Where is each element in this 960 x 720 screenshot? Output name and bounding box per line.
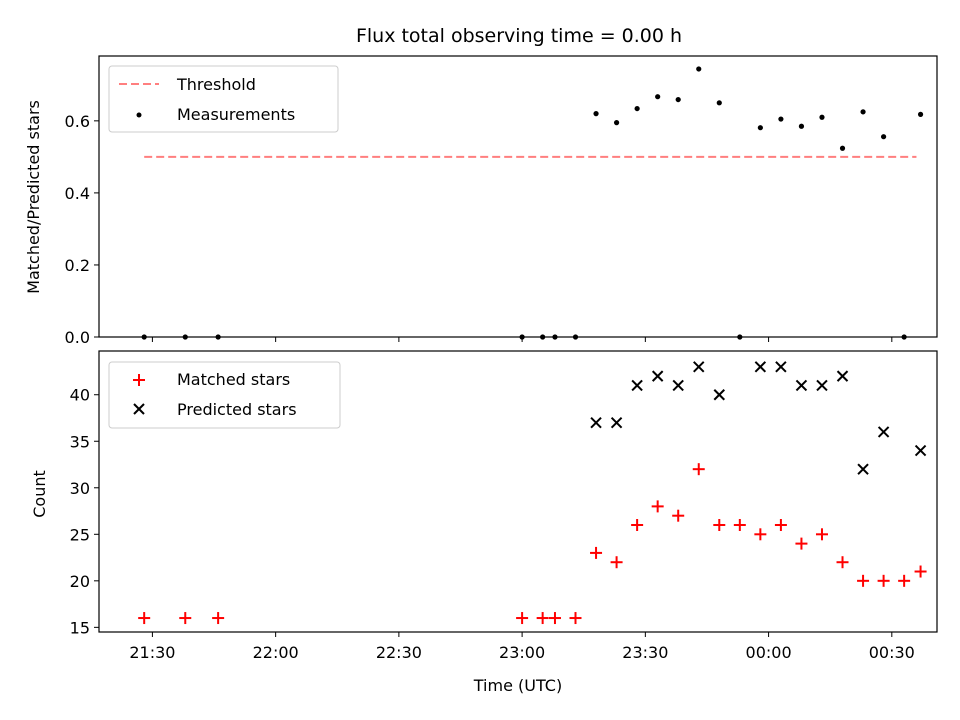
matched-star-point <box>651 500 664 513</box>
measurement-point <box>880 134 887 140</box>
measurement-point <box>634 105 640 112</box>
matched-star-point <box>795 537 808 550</box>
x-tick-label: 22:30 <box>376 643 422 662</box>
predicted-star-point <box>816 379 828 392</box>
top-axes-frame <box>98 55 938 338</box>
matched-star-point <box>713 518 726 531</box>
predicted-star-point <box>836 370 849 382</box>
matched-star-point <box>590 546 603 559</box>
x-tick-label: 21:30 <box>129 643 175 662</box>
predicted-star-point <box>857 463 869 475</box>
matched-star-point <box>569 612 582 625</box>
y-tick-label: 25 <box>70 525 90 544</box>
legend-measurement-marker <box>136 112 142 118</box>
bottom-plot-data <box>138 361 927 625</box>
matched-star-point <box>815 528 828 541</box>
bottom-legend: Matched stars Predicted stars <box>108 361 341 429</box>
matched-star-point <box>672 509 685 522</box>
predicted-star-point <box>631 379 643 392</box>
matched-star-point <box>754 528 767 541</box>
measurement-point <box>593 111 599 117</box>
top-y-axis-label: Matched/Predicted stars <box>24 100 43 294</box>
predicted-star-point <box>775 361 787 373</box>
y-tick-label: 0.4 <box>65 184 90 203</box>
predicted-star-point <box>754 361 767 373</box>
matched-star-point <box>692 463 705 476</box>
top-panel: 0.0 0.2 0.4 0.6 Matched/Predicted stars Thr… <box>24 55 938 347</box>
measurement-point <box>716 100 722 106</box>
measurement-point <box>778 116 784 122</box>
bottom-x-ticks: 21:30 22:00 22:30 23:00 23:30 00:00 00:30 <box>129 632 915 662</box>
measurement-point <box>757 125 763 131</box>
predicted-star-point <box>590 416 602 429</box>
matched-star-point <box>733 518 746 531</box>
y-tick-label: 0.0 <box>65 328 90 347</box>
measurement-point <box>675 96 681 103</box>
bottom-y-axis-label: Count <box>30 470 49 518</box>
bottom-y-ticks: 15 20 25 30 35 40 <box>70 386 99 637</box>
measurement-point <box>860 109 866 115</box>
predicted-star-point <box>672 379 684 392</box>
bottom-legend-box <box>108 361 341 429</box>
top-legend: Threshold Measurements <box>108 65 339 133</box>
matched-star-point <box>212 612 225 625</box>
measurement-point <box>655 94 661 100</box>
matched-star-point <box>774 518 787 531</box>
measurement-point <box>917 111 924 117</box>
y-tick-label: 0.6 <box>65 112 90 131</box>
y-tick-label: 40 <box>70 386 90 405</box>
matched-star-point <box>857 574 870 587</box>
y-tick-label: 20 <box>70 572 90 591</box>
matched-star-point <box>536 612 549 625</box>
y-tick-label: 0.2 <box>65 256 90 275</box>
predicted-star-point <box>914 444 927 457</box>
predicted-star-point <box>693 361 705 373</box>
measurement-point <box>819 114 825 120</box>
measurement-point <box>798 123 805 129</box>
figure-title: Flux total observing time = 0.00 h <box>356 25 682 47</box>
matched-star-point <box>836 556 849 569</box>
predicted-star-point <box>877 426 890 438</box>
legend-matched-label: Matched stars <box>177 370 290 389</box>
top-y-ticks: 0.0 0.2 0.4 0.6 <box>65 112 99 347</box>
legend-threshold-label: Threshold <box>176 75 256 94</box>
x-tick-label: 22:00 <box>253 643 299 662</box>
matched-star-point <box>631 518 644 531</box>
matched-star-point <box>138 612 151 625</box>
matched-star-point <box>914 565 927 578</box>
predicted-star-point <box>651 370 664 382</box>
legend-matched-marker <box>133 374 145 386</box>
matched-star-point <box>877 574 890 587</box>
measurement-point <box>613 120 620 126</box>
y-tick-label: 30 <box>70 479 90 498</box>
matched-star-point <box>179 612 192 625</box>
legend-measurements-label: Measurements <box>177 105 295 124</box>
y-tick-label: 35 <box>70 432 90 451</box>
predicted-star-point <box>713 389 725 401</box>
matched-star-point <box>516 612 529 625</box>
bottom-panel: 15 20 25 30 35 40 21:30 22:00 22:30 23:00 23:30 00… <box>30 350 938 695</box>
x-tick-label: 23:00 <box>499 643 545 662</box>
bottom-x-axis-label: Time (UTC) <box>473 676 562 695</box>
matched-star-point <box>548 612 561 625</box>
y-tick-label: 15 <box>70 618 90 637</box>
x-tick-label: 00:30 <box>869 643 915 662</box>
top-legend-box <box>108 65 339 133</box>
legend-predicted-label: Predicted stars <box>177 400 297 419</box>
predicted-star-point <box>610 416 623 429</box>
x-tick-label: 23:30 <box>622 643 668 662</box>
matched-star-point <box>898 574 911 587</box>
matched-star-point <box>610 556 623 569</box>
bottom-axes-frame <box>98 350 938 633</box>
x-tick-label: 00:00 <box>746 643 792 662</box>
measurement-point <box>839 145 846 151</box>
measurement-point <box>696 66 702 72</box>
top-x-ticks <box>151 337 893 342</box>
predicted-star-point <box>795 379 808 392</box>
legend-predicted-marker <box>133 403 145 415</box>
